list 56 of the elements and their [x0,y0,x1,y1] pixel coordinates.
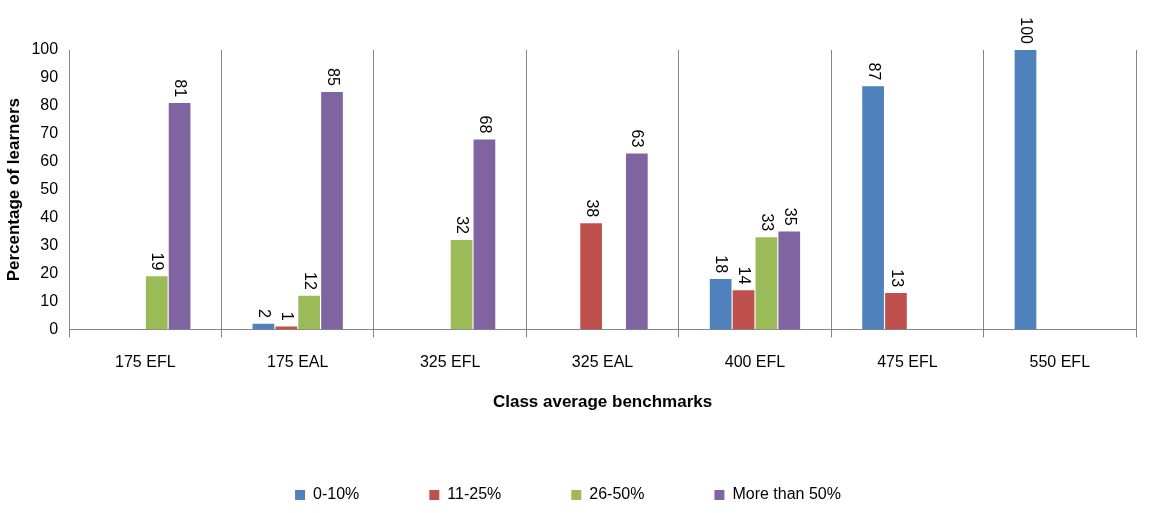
y-axis-title: Percentage of learners [3,98,23,282]
data-label: 1 [278,311,296,321]
legend-label: 26-50% [589,485,645,503]
data-label: 87 [865,62,883,81]
bar [580,223,602,330]
data-label: 68 [477,115,495,134]
y-tick-label: 80 [40,96,59,114]
legend-label: 11-25% [447,485,502,503]
bar [1014,50,1037,330]
y-tick-label: 70 [40,124,59,142]
bar [885,293,907,330]
data-label: 63 [629,129,647,148]
y-tick-label: 30 [40,235,59,253]
data-label: 13 [888,269,906,288]
legend-label: 0-10% [313,485,360,503]
data-label: 32 [454,216,472,235]
y-tick-label: 10 [40,291,59,309]
x-tick-label: 175 EFL [115,353,176,371]
y-tick-label: 50 [40,180,59,198]
bar [755,237,778,330]
bar [450,239,473,330]
legend-label: More than 50% [732,485,841,503]
y-tick-label: 100 [31,40,59,58]
bar [321,91,343,330]
data-label: 19 [149,252,167,271]
bar [145,276,168,330]
bar [298,295,321,330]
data-label: 35 [781,207,799,226]
x-tick-label: 325 EAL [571,353,634,371]
data-label: 85 [324,68,342,87]
bar [168,103,191,330]
data-label: 38 [583,199,601,218]
bar [778,231,801,330]
x-tick-label: 175 EAL [267,353,329,371]
data-label: 33 [758,213,776,232]
y-tick-label: 0 [49,319,59,337]
data-label: 2 [256,308,274,318]
x-tick-label: 550 EFL [1029,353,1091,371]
y-tick-label: 40 [40,208,59,226]
data-label: 12 [301,272,319,290]
bar [709,279,732,330]
y-tick-label: 90 [40,68,59,86]
y-tick-label: 60 [40,152,59,170]
bar [473,139,496,330]
data-label: 14 [736,266,754,285]
x-tick-label: 325 EFL [419,353,481,371]
bar [732,290,755,330]
x-axis-title: Class average benchmarks [492,392,713,412]
y-tick-label: 20 [40,263,59,281]
data-label: 18 [713,255,731,274]
x-tick-label: 400 EFL [724,353,786,371]
data-label: 81 [172,79,190,98]
bar [625,153,648,330]
bar [862,86,884,330]
x-tick-label: 475 EFL [877,353,938,371]
data-label: 100 [1018,17,1036,45]
